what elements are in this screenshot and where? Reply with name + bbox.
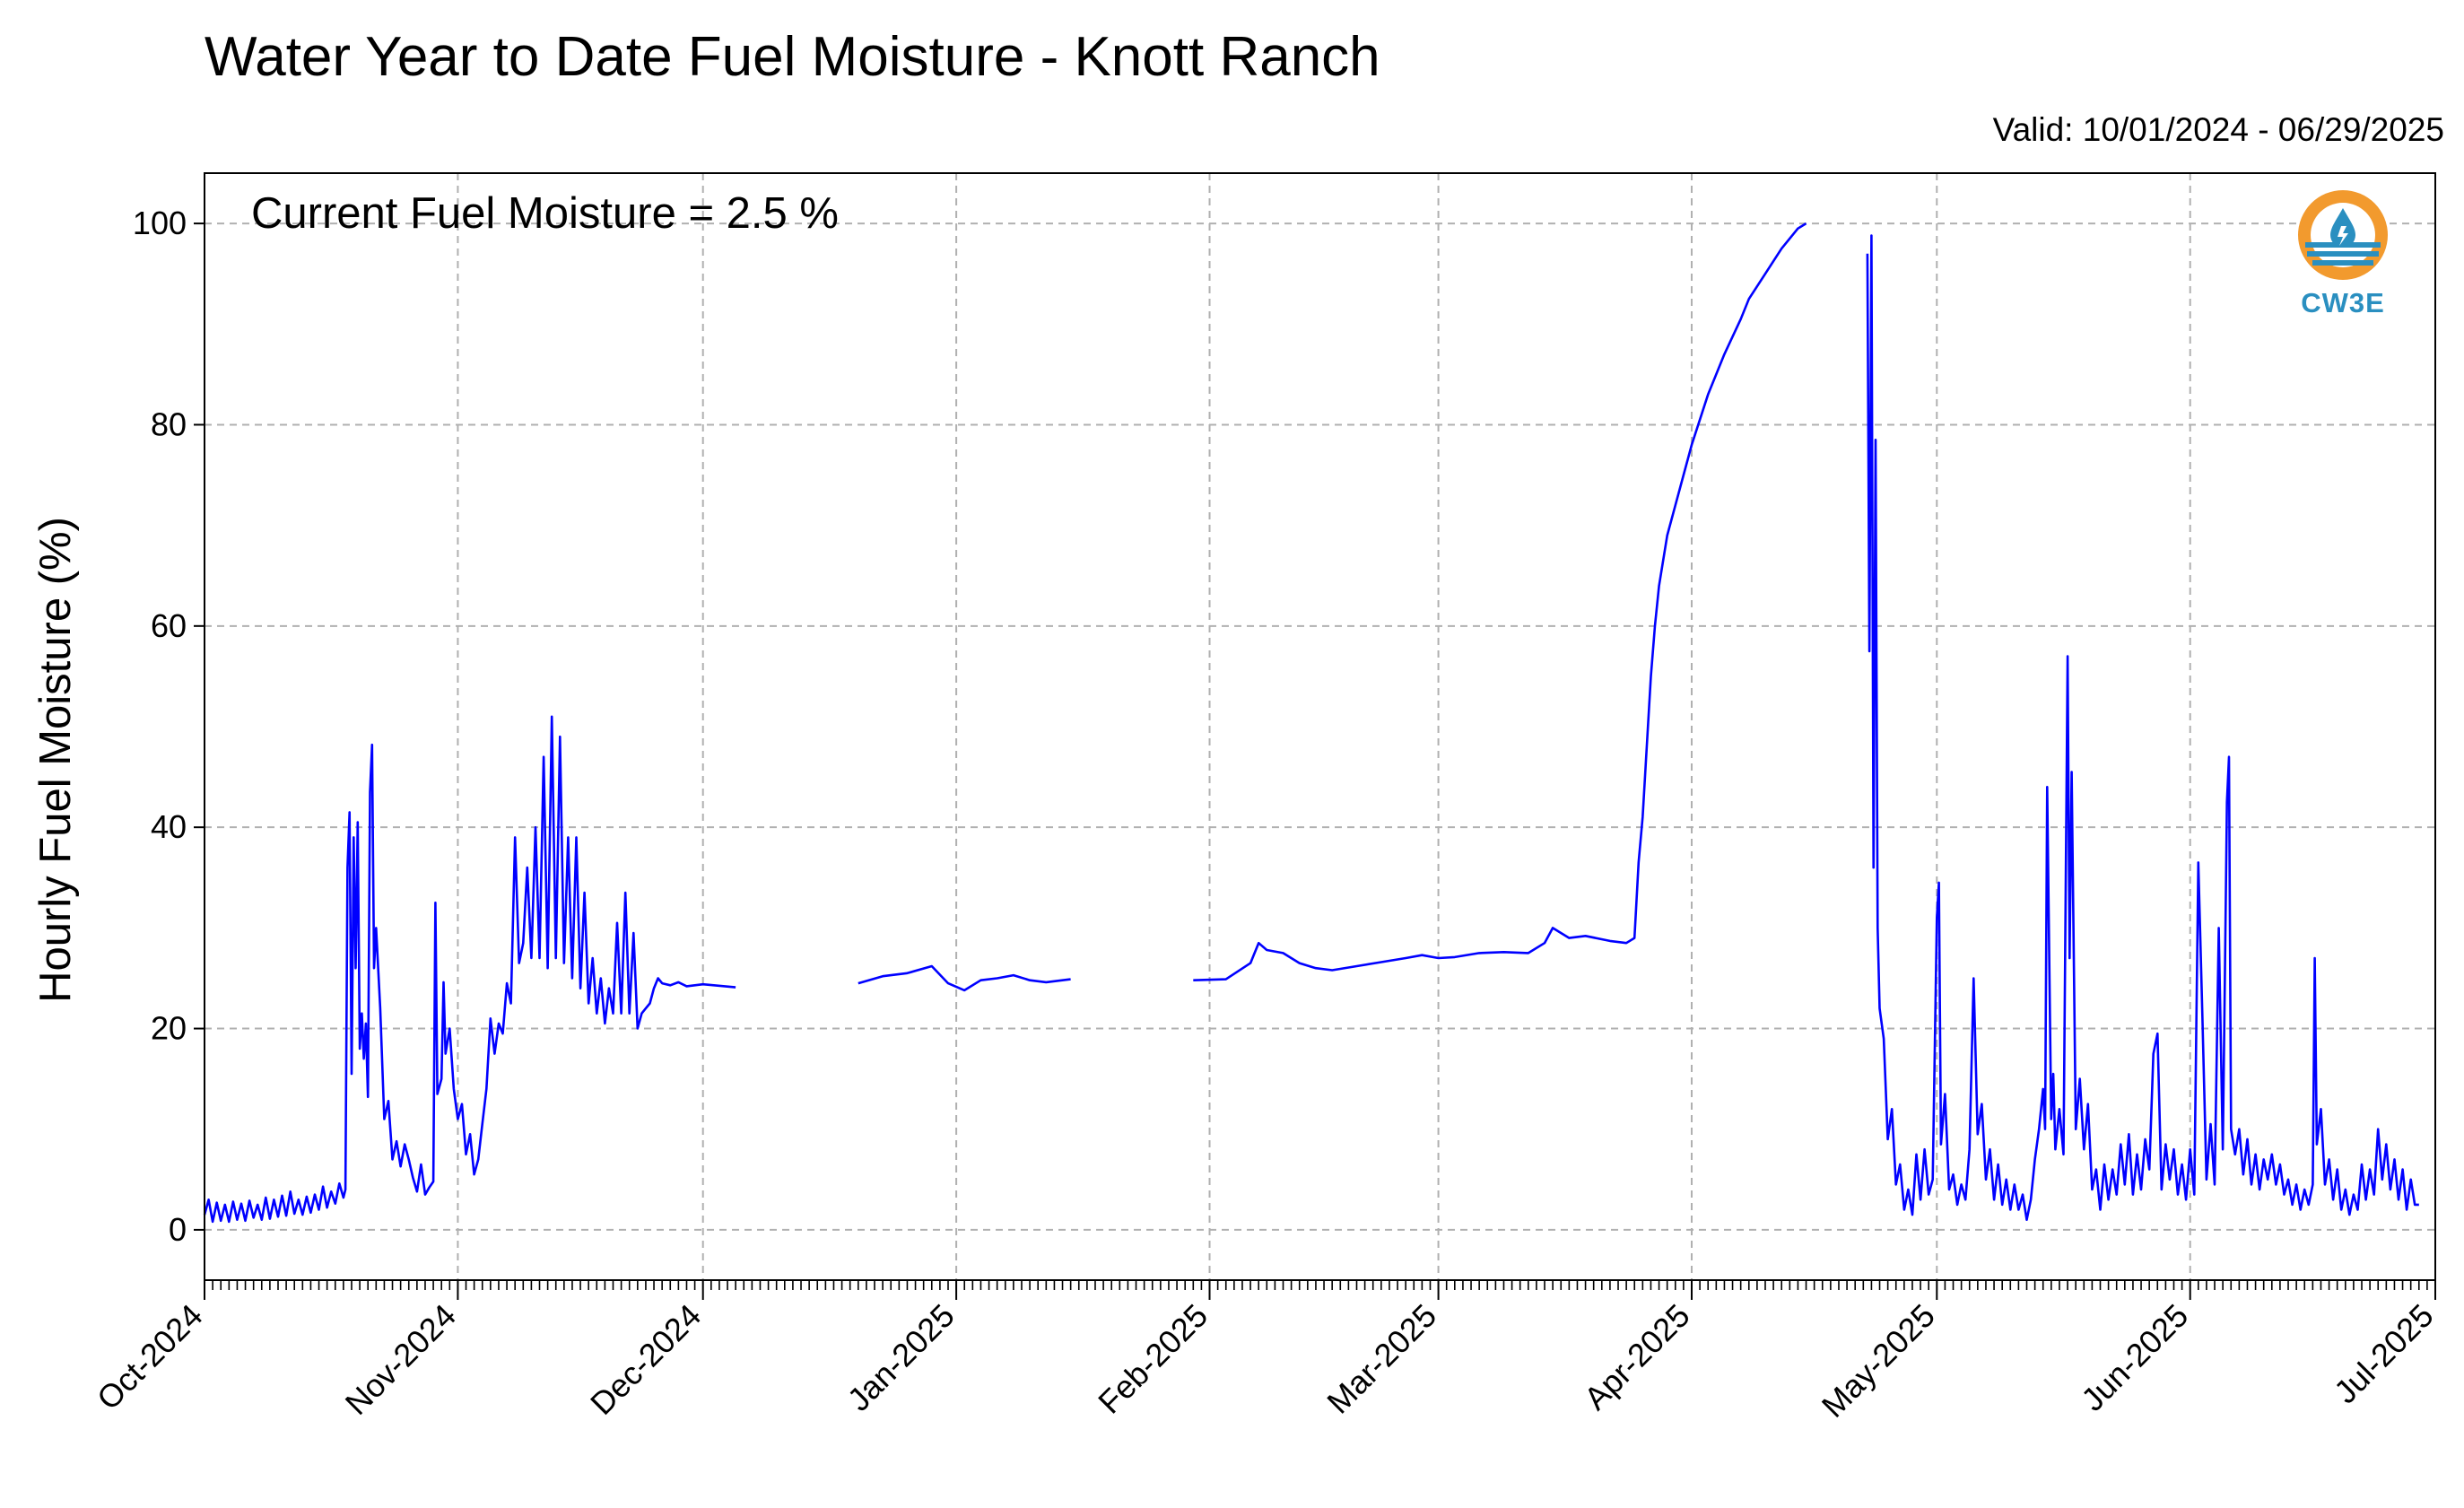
x-tick-label: Jan-2025 [840, 1297, 962, 1418]
y-tick-label: 20 [151, 1010, 187, 1047]
x-tick-label: Nov-2024 [338, 1297, 463, 1422]
y-tick-label: 0 [169, 1211, 187, 1248]
y-tick-label: 100 [133, 205, 187, 241]
series-line [203, 222, 2419, 1224]
series-layer [203, 222, 2419, 1224]
x-tick-label: Dec-2024 [583, 1297, 708, 1422]
x-tick-label: May-2025 [1815, 1297, 1942, 1425]
current-fuel-moisture: Current Fuel Moisture = 2.5 % [251, 189, 839, 238]
logo-text: CW3E [2301, 287, 2385, 318]
x-tick-label: Apr-2025 [1577, 1297, 1697, 1417]
valid-date-range: Valid: 10/01/2024 - 06/29/2025 [1992, 111, 2444, 148]
y-axis-label: Hourly Fuel Moisture (%) [31, 517, 80, 1003]
x-tick-label: Mar-2025 [1319, 1297, 1443, 1421]
x-tick-label: Oct-2024 [90, 1297, 210, 1417]
chart-title: Water Year to Date Fuel Moisture - Knott… [205, 26, 1380, 88]
cw3e-logo: CW3E [2296, 187, 2390, 321]
grid-layer [204, 173, 2436, 1280]
y-tick-label: 80 [151, 405, 187, 442]
y-tick-label: 60 [151, 607, 187, 644]
x-tick-label: Jun-2025 [2074, 1297, 2195, 1418]
x-tick-label: Feb-2025 [1091, 1297, 1215, 1421]
axis-layer: 0 20 40 60 80 100 Oct-2024 Nov-2024 Dec-2024 Jan-… [90, 205, 2441, 1425]
y-tick-label: 40 [151, 808, 187, 845]
plot-frame [204, 172, 2436, 1281]
droplet-logo-icon [2298, 190, 2388, 280]
x-tick-label: Jul-2025 [2327, 1297, 2441, 1411]
